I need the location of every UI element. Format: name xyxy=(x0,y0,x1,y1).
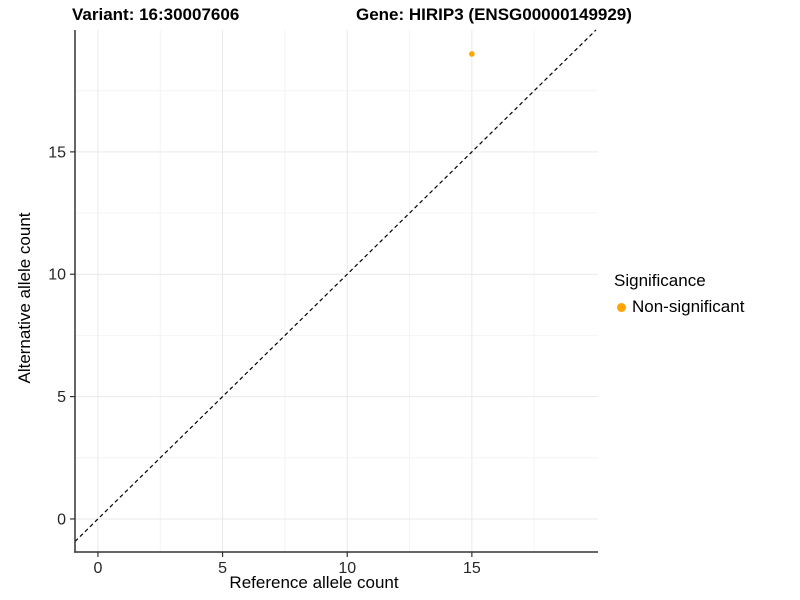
x-tick-label: 5 xyxy=(218,560,227,577)
x-tick-label: 10 xyxy=(338,560,356,577)
legend: Significance Non-significant xyxy=(614,271,744,317)
y-axis-title: Alternative allele count xyxy=(15,212,34,384)
y-tick-label: 5 xyxy=(57,389,66,406)
identity-line xyxy=(74,29,597,542)
y-tick-label: 15 xyxy=(48,144,66,161)
y-tick-label: 0 xyxy=(57,511,66,528)
y-tick-label: 10 xyxy=(48,267,66,284)
gene-title: Gene: HIRIP3 (ENSG00000149929) xyxy=(356,5,632,24)
legend-item: Non-significant xyxy=(614,297,744,317)
data-point xyxy=(469,51,475,57)
x-axis-title: Reference allele count xyxy=(229,573,399,592)
legend-item-label: Non-significant xyxy=(632,297,745,316)
legend-title: Significance xyxy=(614,271,706,290)
x-tick-label: 15 xyxy=(463,560,481,577)
x-tick-label: 0 xyxy=(93,560,102,577)
variant-title: Variant: 16:30007606 xyxy=(72,5,240,24)
legend-point-icon xyxy=(617,302,626,312)
